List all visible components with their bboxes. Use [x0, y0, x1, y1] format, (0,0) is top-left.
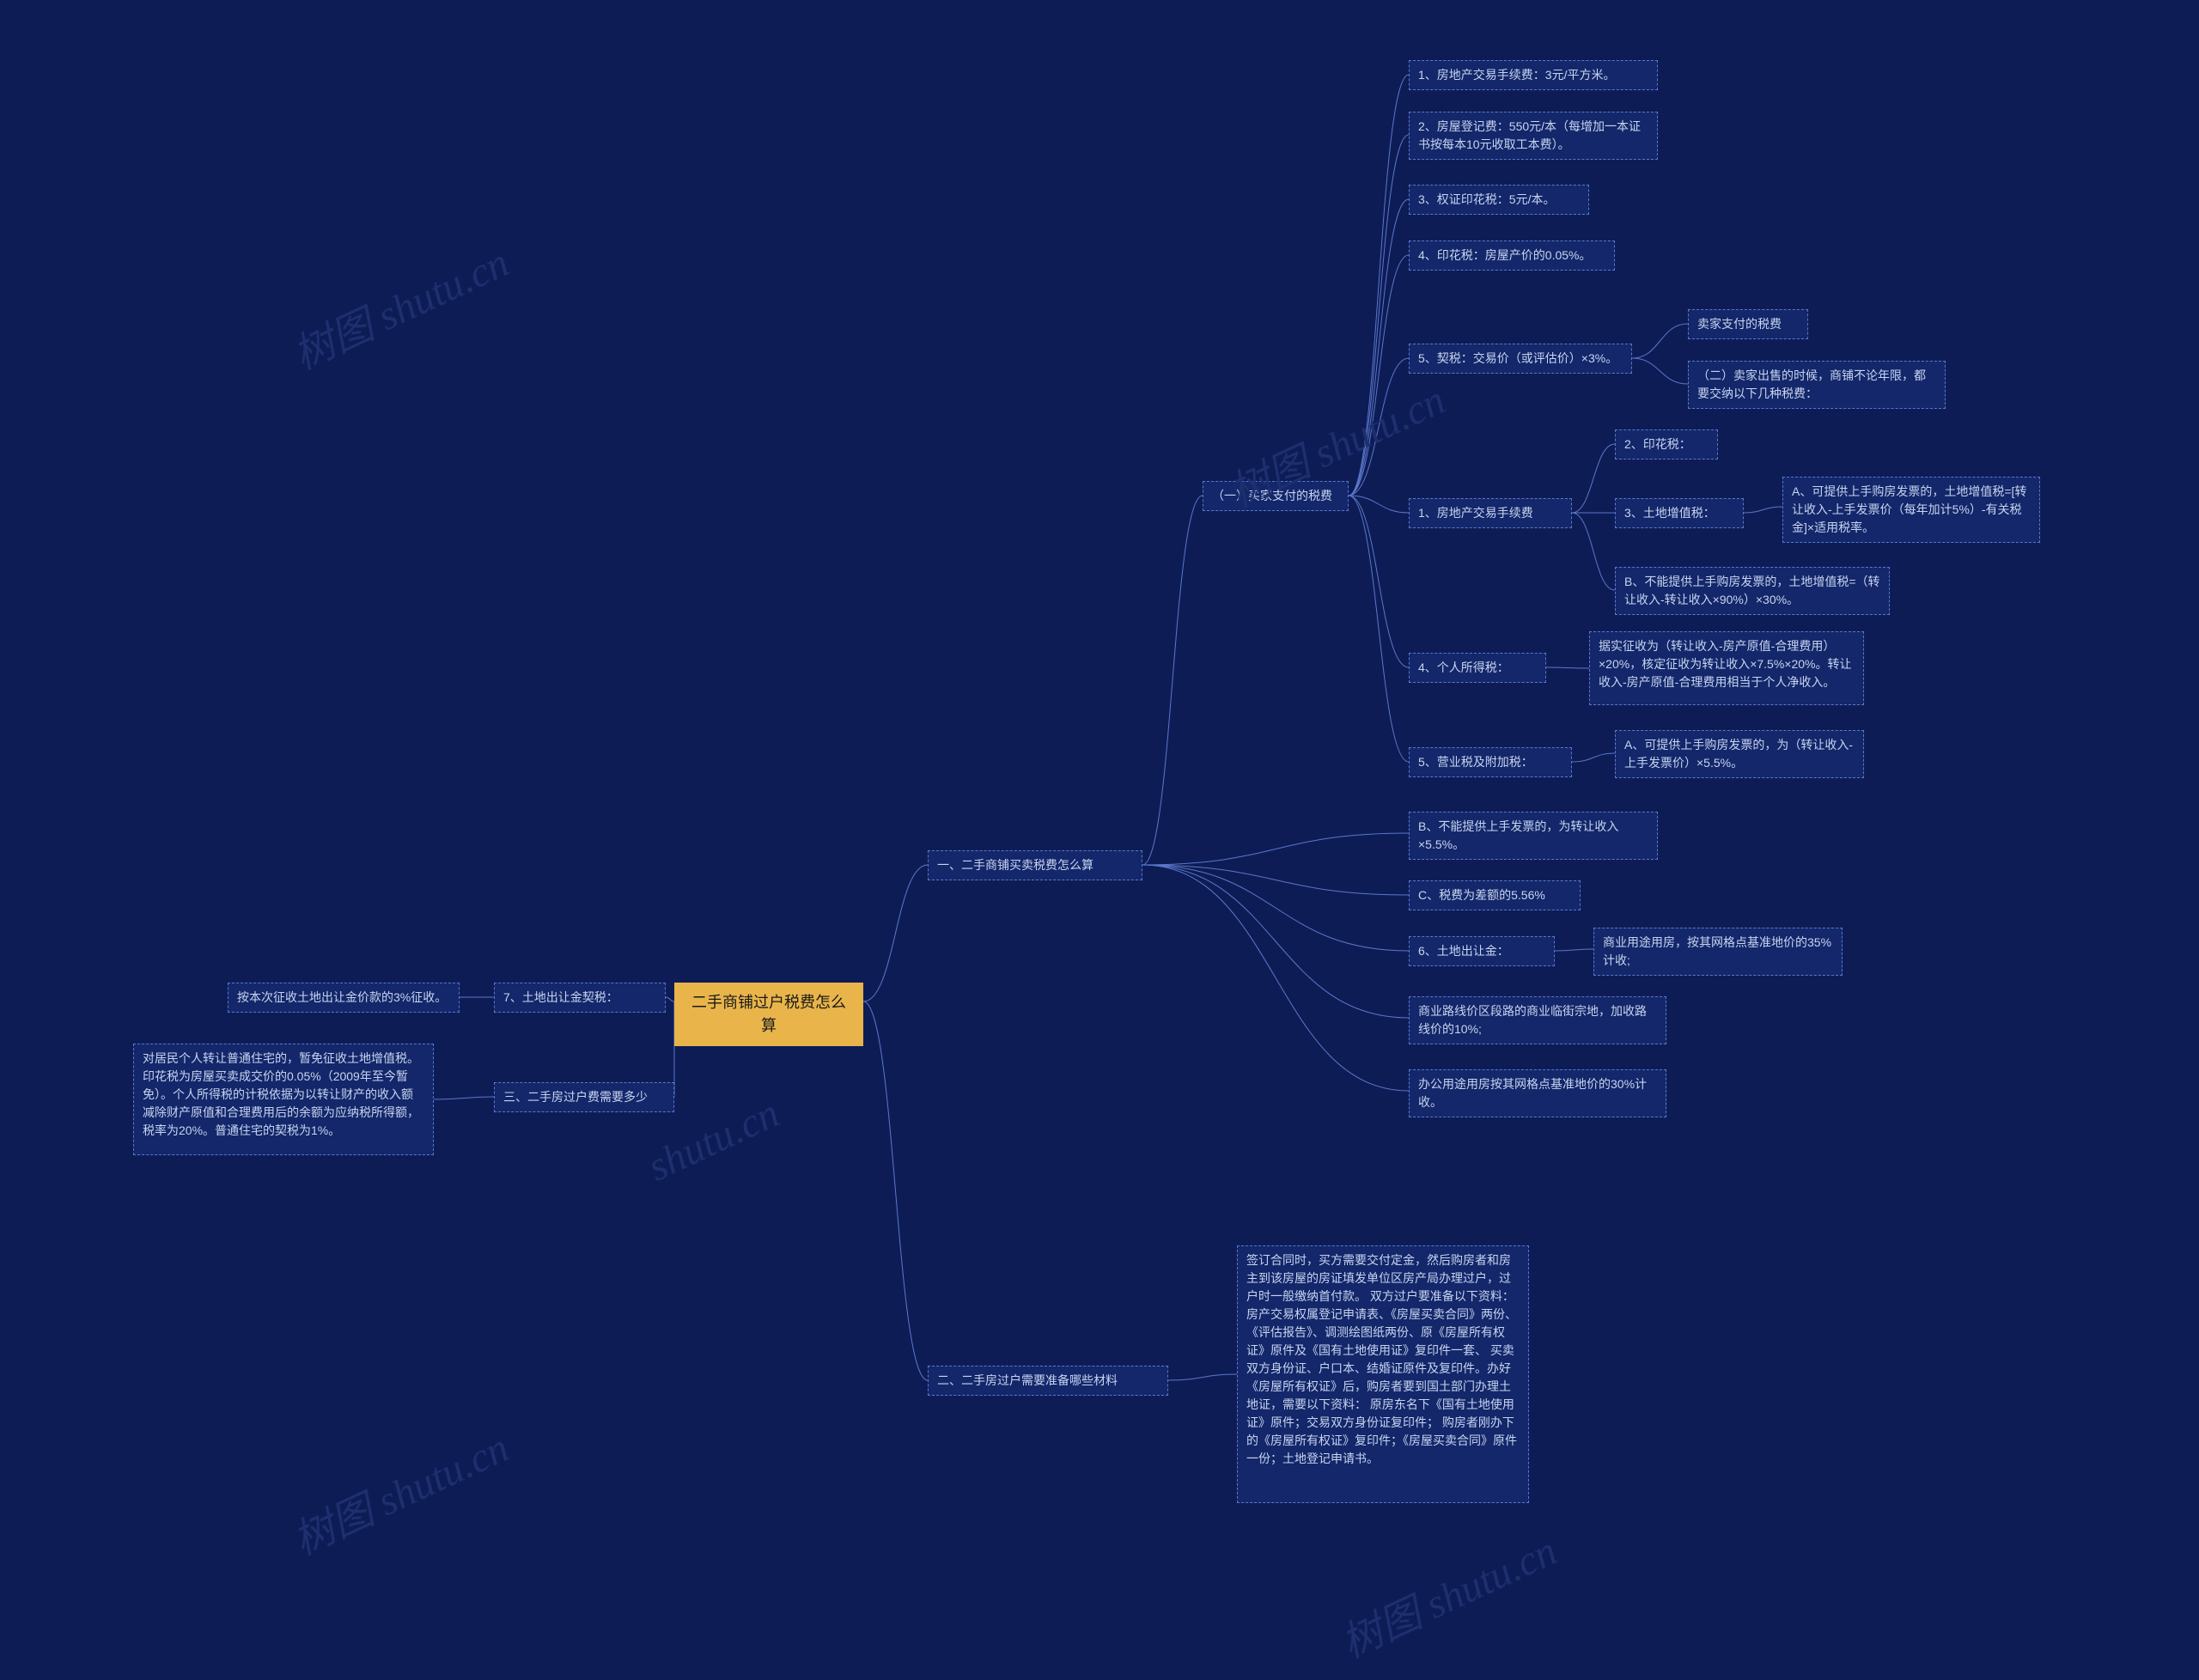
connector — [863, 865, 928, 1001]
connector — [1349, 358, 1409, 496]
connector — [1349, 496, 1409, 762]
node-n4: 4、印花税：房屋产价的0.05%。 — [1409, 240, 1615, 271]
connector — [863, 1001, 928, 1380]
connector — [1142, 496, 1203, 865]
connector — [1632, 324, 1688, 358]
node-m6: 6、土地出让金： — [1409, 936, 1555, 966]
node-n1: 1、房地产交易手续费：3元/平方米。 — [1409, 60, 1658, 90]
node-m1_3b: B、不能提供上手购房发票的，土地增值税=（转让收入-转让收入×90%）×30%。 — [1615, 567, 1890, 615]
node-m1_2: 2、印花税： — [1615, 429, 1718, 460]
connector — [1349, 496, 1409, 667]
node-s3a: 对居民个人转让普通住宅的，暂免征收土地增值税。印花税为房屋买卖成交价的0.05%… — [133, 1044, 434, 1155]
node-s7: 7、土地出让金契税： — [494, 983, 666, 1013]
node-n5: 5、契税：交易价（或评估价）×3%。 — [1409, 344, 1632, 374]
connector — [1744, 507, 1782, 513]
node-n5a: 卖家支付的税费 — [1688, 309, 1808, 339]
watermark: 树图 shutu.cn — [1330, 1517, 1565, 1669]
node-s2: 二、二手房过户需要准备哪些材料 — [928, 1366, 1168, 1396]
connector — [1632, 358, 1688, 384]
connector — [1572, 513, 1615, 590]
node-s1a: （一）买家支付的税费 — [1203, 481, 1349, 511]
connector — [1142, 833, 1409, 865]
node-root: 二手商铺过户税费怎么算 — [674, 983, 863, 1046]
watermark: 树图 shutu.cn — [282, 228, 517, 380]
connector-layer — [0, 0, 2199, 1680]
node-m6b: 商业路线价区段路的商业临街宗地，加收路线价的10%; — [1409, 996, 1666, 1044]
node-s7a: 按本次征收土地出让金价款的3%征收。 — [228, 983, 460, 1013]
connector — [1572, 444, 1615, 513]
node-m1_3a: A、可提供上手购房发票的，土地增值税=[转让收入-上手发票价（每年加计5%）-有… — [1782, 477, 2040, 543]
connector — [1555, 949, 1593, 951]
connector — [1349, 75, 1409, 496]
connector — [434, 1097, 494, 1099]
watermark: 树图 shutu.cn — [282, 1414, 517, 1566]
node-m5a: A、可提供上手购房发票的，为（转让收入-上手发票价）×5.5%。 — [1615, 730, 1864, 778]
connector — [1349, 255, 1409, 496]
node-s3: 三、二手房过户费需要多少 — [494, 1082, 674, 1112]
connector — [1168, 1374, 1237, 1380]
node-s2a: 签订合同时，买方需要交付定金，然后购房者和房主到该房屋的房证填发单位区房产局办理… — [1237, 1245, 1529, 1503]
node-s1: 一、二手商铺买卖税费怎么算 — [928, 850, 1142, 880]
node-m4: 4、个人所得税： — [1409, 653, 1546, 683]
node-m4a: 据实征收为（转让收入-房产原值-合理费用）×20%，核定征收为转让收入×7.5%… — [1589, 631, 1864, 705]
node-m1_3: 3、土地增值税： — [1615, 498, 1744, 528]
node-m6a: 商业用途用房，按其网格点基准地价的35%计收; — [1593, 928, 1843, 976]
connector — [1349, 135, 1409, 496]
node-m1: 1、房地产交易手续费 — [1409, 498, 1572, 528]
node-n3: 3、权证印花税：5元/本。 — [1409, 185, 1589, 215]
connector — [1572, 753, 1615, 762]
node-m5b: B、不能提供上手发票的，为转让收入×5.5%。 — [1409, 812, 1658, 860]
connector — [1142, 865, 1409, 1018]
connector — [1142, 865, 1409, 951]
connector — [1349, 496, 1409, 513]
connector — [1546, 667, 1589, 668]
connector — [1349, 199, 1409, 496]
connector — [666, 997, 674, 1001]
node-m5c: C、税费为差额的5.56% — [1409, 880, 1581, 910]
node-m5: 5、营业税及附加税： — [1409, 747, 1572, 777]
connector — [1142, 865, 1409, 1091]
connector — [1142, 865, 1409, 895]
node-n2: 2、房屋登记费：550元/本（每增加一本证书按每本10元收取工本费）。 — [1409, 112, 1658, 160]
node-m6c: 办公用途用房按其网格点基准地价的30%计收。 — [1409, 1069, 1666, 1117]
node-n5b: （二）卖家出售的时候，商铺不论年限，都要交纳以下几种税费： — [1688, 361, 1946, 409]
